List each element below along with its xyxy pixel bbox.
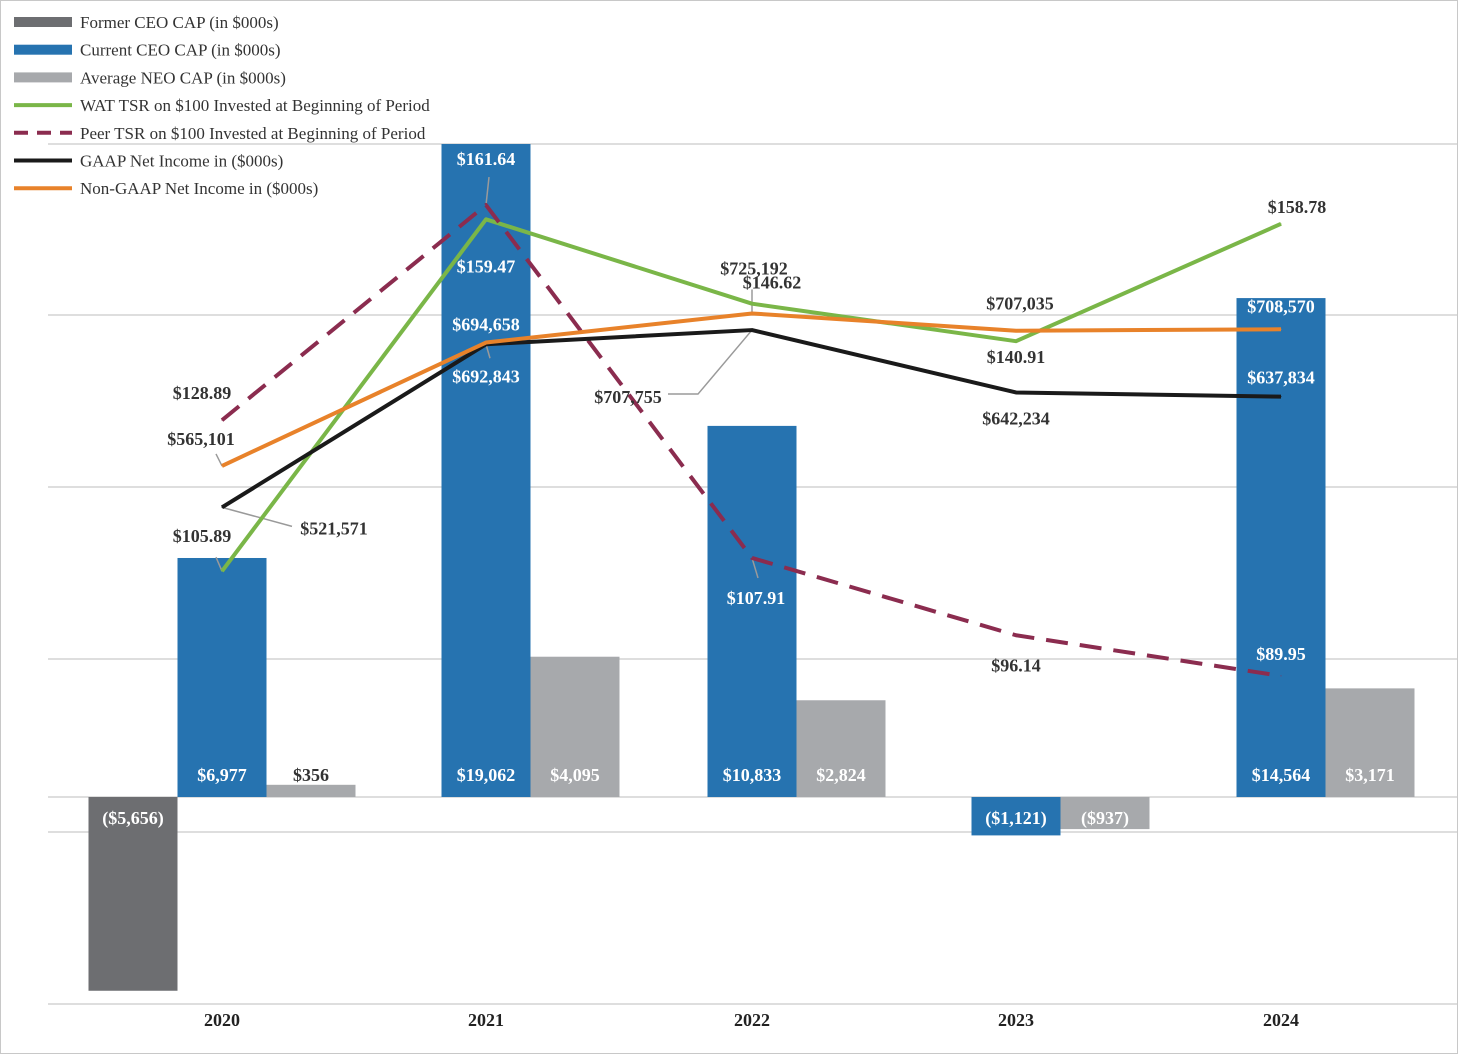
bars <box>88 144 1415 991</box>
bar-label-2022: $2,824 <box>816 765 866 785</box>
data-labels: ($5,656) $6,977 $19,062 $10,833 ($1,121) $14,… <box>102 149 1395 829</box>
x-tick-label-2021: 2021 <box>468 1010 504 1030</box>
point-6-2024 <box>1280 328 1282 330</box>
line-label-5-2020: $521,571 <box>300 518 368 538</box>
leader-line <box>221 506 293 528</box>
point-3-2020 <box>221 570 223 572</box>
point-4-2024 <box>1280 675 1282 677</box>
leader-line <box>751 557 759 579</box>
point-5-2024 <box>1280 396 1282 398</box>
legend-swatch-2 <box>14 72 72 83</box>
point-4-2022 <box>751 557 753 559</box>
bar-average-2024 <box>1325 688 1415 797</box>
bar-label-2020: ($5,656) <box>102 808 164 829</box>
point-4-2023 <box>1015 634 1017 636</box>
line-label-3-2021: $159.47 <box>457 256 516 276</box>
leader-line <box>485 344 491 359</box>
line-label-4-2021: $161.64 <box>457 149 516 169</box>
leader-line <box>215 453 223 467</box>
legend: Former CEO CAP (in $000s) Current CEO CAP… <box>14 13 430 198</box>
line-label-6-2022: $725,192 <box>720 258 788 278</box>
bar-average-2021 <box>530 656 620 797</box>
legend-swatch-0 <box>14 17 72 27</box>
point-5-2020 <box>221 506 223 508</box>
bar-current-2021 <box>441 144 531 797</box>
point-3-2023 <box>1015 340 1017 342</box>
leader-lines <box>215 176 759 579</box>
line-label-4-2024: $89.95 <box>1256 644 1306 664</box>
point-6-2020 <box>221 465 223 467</box>
bar-former-2020 <box>88 797 178 991</box>
point-5-2023 <box>1015 391 1017 393</box>
bar-current-2024 <box>1236 298 1326 797</box>
line-label-6-2020: $565,101 <box>167 429 235 449</box>
x-tick-label-2020: 2020 <box>204 1010 240 1030</box>
point-4-2021 <box>485 204 487 206</box>
bar-label-2022: $10,833 <box>723 765 782 785</box>
line-label-6-2023: $707,035 <box>986 294 1054 314</box>
bar-label-2021: $19,062 <box>457 765 516 785</box>
line-label-3-2024: $158.78 <box>1268 197 1327 217</box>
bar-label-2020: $6,977 <box>197 765 247 785</box>
legend-label-3: WAT TSR on $100 Invested at Beginning of… <box>80 96 430 115</box>
point-3-2022 <box>751 303 753 305</box>
line-label-4-2022: $107.91 <box>727 588 786 608</box>
legend-swatch-1 <box>14 44 72 55</box>
leader-line <box>485 176 490 206</box>
line-label-6-2021: $694,658 <box>452 315 520 335</box>
bar-average-2023 <box>1060 797 1150 830</box>
x-tick-label-2024: 2024 <box>1263 1010 1299 1030</box>
bar-label-2024: $14,564 <box>1252 765 1311 785</box>
point-6-2022 <box>751 312 753 314</box>
line-label-5-2023: $642,234 <box>982 408 1050 428</box>
series-lines <box>220 203 1282 678</box>
line-label-3-2020: $105.89 <box>173 526 232 546</box>
point-3-2024 <box>1280 223 1282 225</box>
line-label-5-2021: $692,843 <box>452 366 520 386</box>
legend-label-4: Peer TSR on $100 Invested at Beginning o… <box>80 124 426 143</box>
legend-label-1: Current CEO CAP (in $000s) <box>80 41 281 60</box>
x-axis: 2020 2021 2022 2023 2024 <box>204 1010 1299 1030</box>
bar-current-2022 <box>707 425 797 797</box>
line-label-4-2020: $128.89 <box>173 383 232 403</box>
line-label-4-2023: $96.14 <box>991 655 1041 675</box>
point-3-2021 <box>485 218 487 220</box>
line-label-6-2024: $708,570 <box>1247 296 1315 316</box>
point-6-2023 <box>1015 330 1017 332</box>
bar-current-2023 <box>971 797 1061 836</box>
bar-label-2023: ($1,121) <box>985 808 1047 829</box>
legend-label-6: Non-GAAP Net Income in ($000s) <box>80 179 318 198</box>
line-label-5-2024: $637,834 <box>1247 368 1315 388</box>
bar-average-2020 <box>266 784 356 797</box>
bar-label-2020: $356 <box>293 765 329 785</box>
point-4-2020 <box>221 419 223 421</box>
line-label-5-2022: $707,755 <box>594 387 662 407</box>
line-label-3-2023: $140.91 <box>987 347 1046 367</box>
legend-label-2: Average NEO CAP (in $000s) <box>80 68 286 87</box>
point-5-2022 <box>751 329 753 331</box>
legend-label-0: Former CEO CAP (in $000s) <box>80 13 279 32</box>
bar-average-2022 <box>796 700 886 797</box>
leader-line <box>668 329 753 395</box>
bar-label-2021: $4,095 <box>550 765 600 785</box>
x-tick-label-2023: 2023 <box>998 1010 1034 1030</box>
x-tick-label-2022: 2022 <box>734 1010 770 1030</box>
leader-line <box>215 556 223 572</box>
point-6-2021 <box>485 342 487 344</box>
bar-current-2020 <box>177 557 267 797</box>
legend-label-5: GAAP Net Income in ($000s) <box>80 152 283 171</box>
bar-label-2023: ($937) <box>1081 808 1129 829</box>
line-label-3-2022: $146.62 <box>743 273 802 293</box>
bar-label-2024: $3,171 <box>1345 765 1395 785</box>
